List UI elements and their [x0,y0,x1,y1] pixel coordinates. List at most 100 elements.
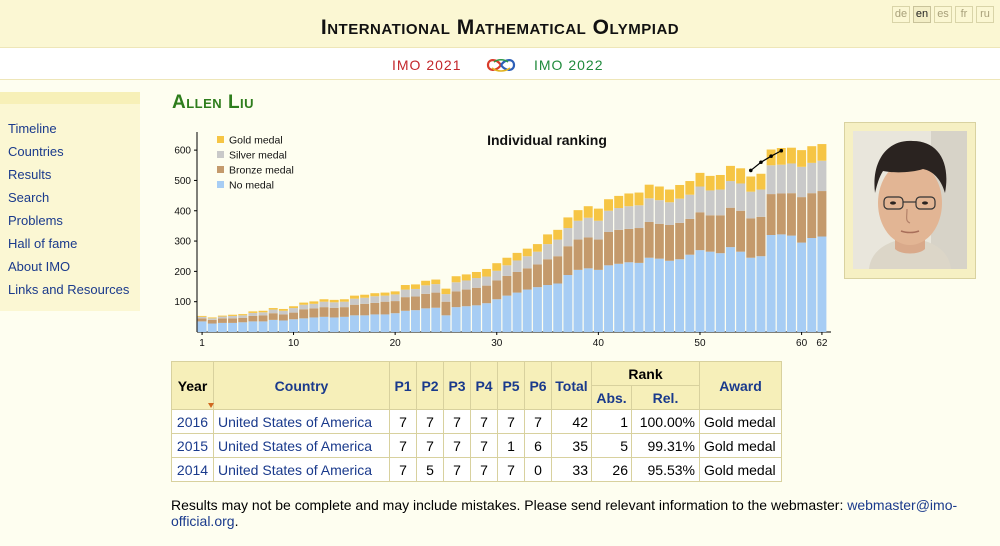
p5-header[interactable]: P5 [497,361,525,410]
sidebar-item-label[interactable]: Search [8,190,50,205]
legend-swatch [217,181,224,188]
sidebar-item-label[interactable]: Countries [8,144,64,159]
no-medal-bar [258,321,268,332]
next-imo-link[interactable]: IMO 2022 [534,57,604,73]
p4-score: 7 [470,457,498,482]
gold-bar [502,257,512,266]
gold-bar [482,268,492,277]
year-link[interactable]: 2014 [176,461,209,478]
country-link[interactable]: United States of America [218,461,373,478]
no-medal-bar [593,269,603,332]
lang-en[interactable]: en [913,6,931,23]
gold-bar [390,291,400,295]
silver-bar [807,162,817,194]
gold-bar [654,186,664,201]
gold-bar [665,189,674,203]
total-header[interactable]: Total [551,361,592,410]
p4-header[interactable]: P4 [470,361,498,410]
sidebar-item-label[interactable]: About IMO [8,259,71,274]
bronze-bar [614,229,624,264]
no-medal-bar [512,292,522,332]
p2-header[interactable]: P2 [416,361,444,410]
abs-rank-header[interactable]: Abs. [591,385,632,410]
no-medal-bar [614,263,624,332]
bronze-bar [675,222,685,260]
year-link[interactable]: 2016 [176,413,209,430]
sidebar-item-results[interactable]: Results [0,167,140,190]
sidebar-item-timeline[interactable]: Timeline [0,121,140,144]
table-row: 2016 United States of America 7 7 7 7 7 … [171,409,782,434]
x-tick-label: 62 [816,338,828,349]
sidebar-item-countries[interactable]: Countries [0,144,140,167]
p1-score: 7 [389,409,417,434]
gold-bar [431,279,441,285]
silver-bar [197,316,207,319]
p4-score: 7 [470,433,498,458]
sidebar-item-problems[interactable]: Problems [0,213,140,236]
p3-header[interactable]: P3 [443,361,471,410]
no-medal-bar [228,322,238,332]
country-link[interactable]: United States of America [218,413,373,430]
lang-es[interactable]: es [934,6,952,23]
year-link[interactable]: 2015 [176,437,209,454]
bronze-bar [665,224,674,261]
sidebar-item-hall-of-fame[interactable]: Hall of fame [0,236,140,259]
lang-fr[interactable]: fr [955,6,973,23]
y-tick-label: 300 [174,237,191,248]
silver-bar [400,289,410,298]
site-title[interactable]: International Mathematical Olympiad [320,16,680,39]
p1-header[interactable]: P1 [389,361,417,410]
sidebar-item-label[interactable]: Timeline [8,121,57,136]
language-switcher: de en es fr ru [892,6,994,23]
gold-bar [675,184,685,199]
rel-rank-header[interactable]: Rel. [631,385,700,410]
no-medal-bar [309,317,319,332]
award-header[interactable]: Award [699,361,782,410]
bronze-bar [532,264,542,288]
sidebar-item-search[interactable]: Search [0,190,140,213]
bronze-bar [461,289,471,307]
lang-de[interactable]: de [892,6,910,23]
gold-bar [339,299,349,302]
no-medal-bar [471,305,481,332]
imo-logo-icon[interactable] [486,57,516,73]
sidebar-item-label[interactable]: Links and Resources [8,282,130,297]
prev-imo-link[interactable]: IMO 2021 [392,57,462,73]
bronze-bar [512,271,522,293]
rank-line [750,150,782,171]
silver-bar [766,165,776,195]
table-row: 2014 United States of America 7 5 7 7 7 … [171,457,782,482]
p6-header[interactable]: P6 [524,361,552,410]
sidebar-item-label[interactable]: Hall of fame [8,236,78,251]
sidebar-item-label[interactable]: Results [8,167,52,182]
webmaster-email-link[interactable]: webmaster@imo-official.org [171,497,958,529]
country-cell[interactable]: United States of America [213,409,390,434]
disclaimer-message: Results may not be complete and may incl… [171,497,844,513]
country-cell[interactable]: United States of America [213,433,390,458]
country-link[interactable]: United States of America [218,437,373,454]
bronze-bar [207,319,217,324]
year-cell[interactable]: 2014 [171,457,214,482]
gold-bar [350,295,359,299]
silver-bar [522,256,532,269]
gold-bar [807,146,817,163]
sidebar-item-about-imo[interactable]: About IMO [0,259,140,282]
silver-bar [675,198,685,223]
year-header[interactable]: Year [171,361,214,410]
country-header[interactable]: Country [213,361,390,410]
bronze-bar [329,307,339,318]
no-medal-bar [421,308,431,332]
gold-bar [624,193,634,207]
x-tick-label: 50 [694,338,706,349]
year-cell[interactable]: 2015 [171,433,214,458]
country-cell[interactable]: United States of America [213,457,390,482]
year-cell[interactable]: 2016 [171,409,214,434]
silver-bar [451,282,461,292]
sidebar-item-label[interactable]: Problems [8,213,63,228]
silver-bar [268,309,278,314]
sort-desc-icon[interactable] [208,403,214,408]
silver-bar [736,183,746,211]
sidebar-item-links-resources[interactable]: Links and Resources [0,282,140,305]
silver-bar [421,285,431,294]
lang-ru[interactable]: ru [976,6,994,23]
